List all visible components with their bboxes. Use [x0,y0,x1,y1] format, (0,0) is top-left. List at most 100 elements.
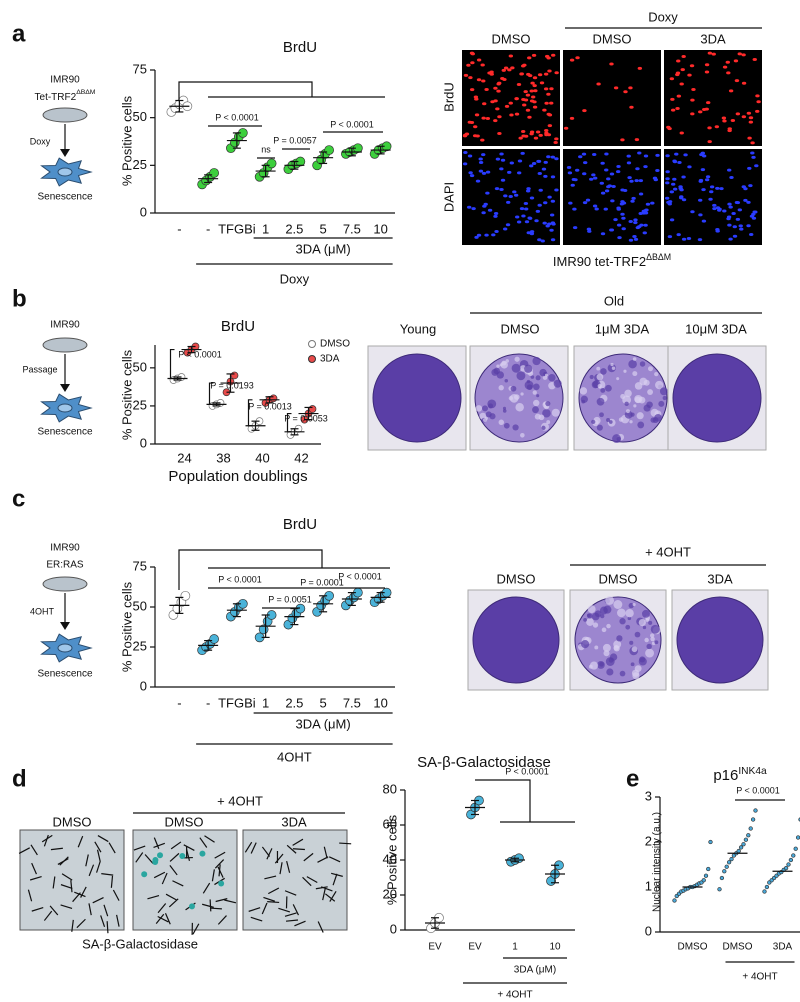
plate-spot [603,605,612,614]
nucleus-spot [531,162,537,166]
group-label: 3DA (μM) [296,716,351,731]
nucleus-spot [679,82,684,86]
cell-streak [49,905,59,916]
data-point [788,857,794,863]
cell-streak [224,899,237,904]
x-tick-label: 10 [373,695,387,710]
comparison-bracket [208,382,214,405]
y-tick-label: 80 [383,781,397,796]
plate-spot [606,623,611,629]
cell-streak [168,898,179,908]
nucleus-spot [473,95,479,99]
nucleus-spot [501,68,506,72]
plate-spot [508,396,514,401]
data-point [266,158,277,169]
nucleus-spot [523,98,529,102]
data-point [738,845,744,850]
nucleus-spot [468,171,473,175]
plate-spot [591,381,599,389]
cell-icon [42,337,88,353]
nucleus-spot [669,190,675,194]
nucleus-spot [516,171,522,175]
data-point [209,168,219,178]
cell-streak [204,835,215,843]
comparison-bracket [169,348,175,380]
plate-spot [630,662,635,667]
plate-spot [654,640,659,645]
cell-streak [306,876,318,884]
nucleus-spot [491,233,496,237]
nucleus-spot [554,188,559,192]
nucleus-spot [496,82,501,86]
data-point [793,846,798,851]
nucleus-spot [566,166,572,170]
chart-title: BrdU [283,39,317,56]
nucleus-spot [730,119,736,123]
plate-spot [631,646,638,653]
nucleus-spot [544,101,549,105]
cell-icon [42,576,88,592]
x-axis-label: Population doublings [168,468,307,485]
nucleus-spot [478,161,484,165]
x-tick-label: - [206,695,210,710]
nucleus-spot [538,133,543,137]
nucleus-spot [705,101,711,105]
nucleus-spot [643,165,648,169]
nucleus-spot [543,201,548,205]
nucleus-spot [568,201,573,205]
nucleus-spot [756,100,761,104]
cell-streak [278,907,291,913]
nucleus-spot [543,72,549,76]
cell-streak [286,860,291,873]
nucleus-spot [522,63,527,67]
legend-label: DMSO [320,339,350,350]
plate-spot [606,417,611,422]
plate-spot [636,412,644,420]
plate-spot [625,409,630,414]
nucleus-spot [702,108,707,112]
group-label: Doxy [280,271,310,286]
nucleus-spot [701,188,706,192]
micrograph [664,50,762,146]
plate-spot [643,404,651,412]
nucleus-spot [678,186,683,190]
nucleus-spot [569,116,575,120]
nucleus-spot [726,217,731,221]
cell-streak [77,835,84,848]
nucleus-spot [741,81,747,85]
nucleus-spot [750,151,755,155]
cell-streak [153,837,160,850]
cell-streak [169,852,180,862]
data-point [308,405,317,413]
cell-streak [284,890,297,896]
nucleus-spot [541,167,547,171]
nucleus-spot [490,100,495,104]
nucleus-spot [522,103,527,107]
cell-streak [116,914,120,927]
nucleus-spot [493,211,499,215]
plate-stain [672,353,762,443]
cell-streak [286,844,297,854]
nucleus-spot [480,138,485,142]
nucleus-spot [707,140,712,144]
nucleus-spot [732,225,737,229]
nucleus-spot [741,53,746,57]
nucleus-spot [538,188,543,192]
nucleus-spot [532,76,538,80]
nucleus-spot [549,87,554,91]
nucleus-spot [676,59,681,63]
cell-streak [133,845,146,851]
plate-spot [583,617,587,622]
plate-spot [581,399,586,404]
chart-title: BrdU [283,516,317,533]
nucleus-spot [545,224,550,228]
nucleus-spot [712,203,717,207]
nucleus-spot [667,235,673,239]
nucleus-spot [665,177,670,181]
x-tick-label: 5 [320,221,327,236]
cell-streak [76,918,86,929]
nucleus-spot [613,86,619,90]
data-point [795,835,800,840]
cell-streak [209,899,212,912]
plate-spot [650,624,660,634]
